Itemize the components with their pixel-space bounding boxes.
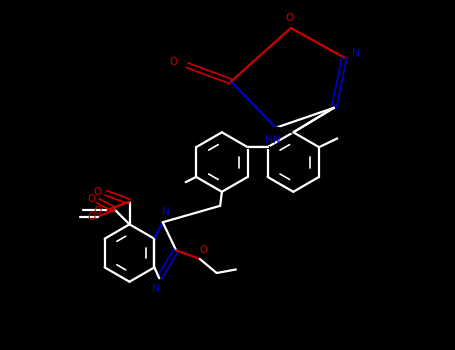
Text: N: N bbox=[352, 49, 359, 59]
Text: O: O bbox=[199, 245, 207, 255]
Text: N: N bbox=[152, 284, 160, 294]
Text: O: O bbox=[87, 212, 95, 222]
Text: O: O bbox=[94, 206, 102, 216]
Text: O: O bbox=[87, 195, 95, 204]
Text: N: N bbox=[162, 208, 169, 217]
Text: O: O bbox=[169, 57, 178, 66]
Text: HN: HN bbox=[264, 135, 280, 145]
Text: O: O bbox=[94, 187, 102, 197]
Text: O: O bbox=[285, 13, 293, 23]
